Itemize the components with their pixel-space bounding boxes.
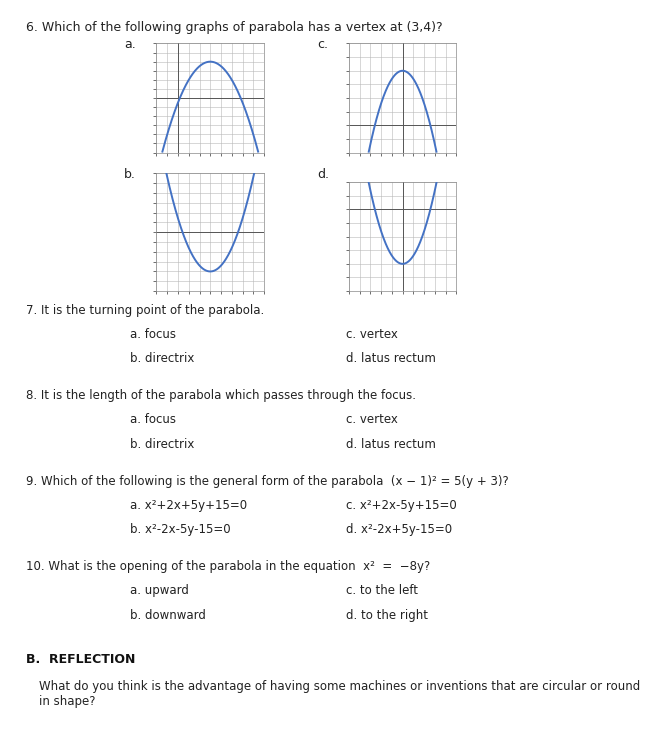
Text: a. focus: a. focus [130, 328, 177, 341]
Text: c. vertex: c. vertex [346, 413, 398, 427]
Text: b.: b. [124, 168, 136, 181]
Text: What do you think is the advantage of having some machines or inventions that ar: What do you think is the advantage of ha… [39, 680, 640, 708]
Text: a. x²+2x+5y+15=0: a. x²+2x+5y+15=0 [130, 499, 248, 512]
Text: b. x²-2x-5y-15=0: b. x²-2x-5y-15=0 [130, 523, 231, 537]
Text: 6. Which of the following graphs of parabola has a vertex at (3,4)?: 6. Which of the following graphs of para… [26, 21, 443, 34]
Text: d. latus rectum: d. latus rectum [346, 352, 436, 366]
Text: a. focus: a. focus [130, 413, 177, 427]
Text: b. downward: b. downward [130, 609, 206, 622]
Text: d. latus rectum: d. latus rectum [346, 438, 436, 451]
Text: b. directrix: b. directrix [130, 438, 195, 451]
Text: 10. What is the opening of the parabola in the equation  x²  =  −8y?: 10. What is the opening of the parabola … [26, 560, 430, 573]
Text: c.: c. [318, 38, 329, 52]
Text: c. vertex: c. vertex [346, 328, 398, 341]
Text: d.: d. [318, 168, 329, 181]
Text: 7. It is the turning point of the parabola.: 7. It is the turning point of the parabo… [26, 304, 264, 317]
Text: 9. Which of the following is the general form of the parabola  (x − 1)² = 5(y + : 9. Which of the following is the general… [26, 475, 509, 488]
Text: d. to the right: d. to the right [346, 609, 428, 622]
Text: 8. It is the length of the parabola which passes through the focus.: 8. It is the length of the parabola whic… [26, 389, 416, 402]
Text: c. x²+2x-5y+15=0: c. x²+2x-5y+15=0 [346, 499, 456, 512]
Text: c. to the left: c. to the left [346, 584, 417, 598]
Text: a. upward: a. upward [130, 584, 189, 598]
Text: B.  REFLECTION: B. REFLECTION [26, 653, 136, 666]
Text: a.: a. [124, 38, 136, 52]
Text: b. directrix: b. directrix [130, 352, 195, 366]
Text: d. x²-2x+5y-15=0: d. x²-2x+5y-15=0 [346, 523, 452, 537]
